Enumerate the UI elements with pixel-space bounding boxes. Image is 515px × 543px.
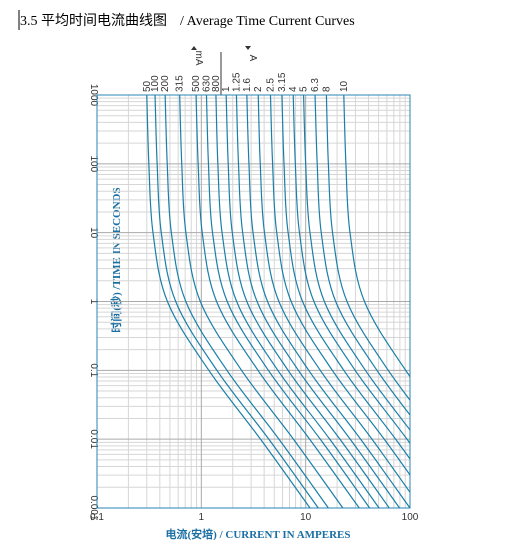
unit-arrow — [245, 46, 251, 50]
curve — [225, 95, 390, 508]
curve — [246, 95, 410, 508]
curve — [146, 95, 311, 508]
chart-title: 3.5 平均时间电流曲线图 — [20, 13, 167, 29]
legend-label: 315 — [175, 75, 186, 92]
legend-label: 3.15 — [277, 72, 288, 92]
legend-label: 6.3 — [310, 78, 321, 92]
curve — [164, 95, 329, 508]
curve — [195, 95, 360, 508]
legend-label: 500 — [191, 75, 202, 92]
chart-subtitle: / Average Time Current Curves — [180, 14, 355, 29]
legend-label: 1 — [221, 86, 232, 92]
legend-label: 1.25 — [231, 72, 242, 92]
legend-label: 2.5 — [265, 78, 276, 92]
y-tick-label: 1000 — [88, 84, 99, 107]
unit-label: A — [247, 55, 258, 62]
legend-label: 100 — [150, 75, 161, 92]
legend-label: 1.6 — [242, 78, 253, 92]
legend-label: 10 — [339, 80, 350, 92]
curve — [292, 95, 410, 445]
y-tick-label: 0.01 — [88, 429, 99, 449]
legend-label: 200 — [160, 75, 171, 92]
y-tick-label: 1 — [88, 299, 99, 305]
curve — [281, 95, 410, 460]
curve — [179, 95, 344, 508]
x-axis-label: 电流(安培) / CURRENT IN AMPERES — [166, 527, 351, 541]
plot-frame — [96, 94, 411, 509]
curve — [235, 95, 401, 508]
unit-arrow — [191, 46, 197, 50]
x-tick-label: 10 — [300, 512, 312, 523]
legend-label: 5 — [299, 86, 310, 92]
legend-label: 8 — [321, 86, 332, 92]
legend-label: 800 — [211, 75, 222, 92]
curve — [257, 95, 410, 494]
curve — [215, 95, 380, 508]
legend-label: 630 — [201, 75, 212, 92]
x-tick-label: 0.1 — [90, 512, 104, 523]
curve — [325, 95, 410, 402]
y-tick-label: 0.1 — [88, 363, 99, 377]
curve — [269, 95, 410, 476]
y-tick-label: 0.001 — [88, 495, 99, 520]
legend-label: 2 — [253, 86, 264, 92]
curve — [205, 95, 371, 508]
legend-label: 50 — [142, 80, 153, 92]
x-tick-label: 1 — [199, 512, 205, 523]
y-tick-label: 10 — [88, 227, 99, 239]
curve — [154, 95, 319, 508]
curve — [302, 95, 410, 431]
curves — [146, 95, 410, 508]
curve — [314, 95, 410, 417]
curve — [343, 95, 410, 378]
x-tick-label: 100 — [402, 512, 419, 523]
y-tick-label: 100 — [88, 155, 99, 172]
legend-label: 4 — [288, 86, 299, 92]
unit-label: mA — [193, 51, 204, 66]
